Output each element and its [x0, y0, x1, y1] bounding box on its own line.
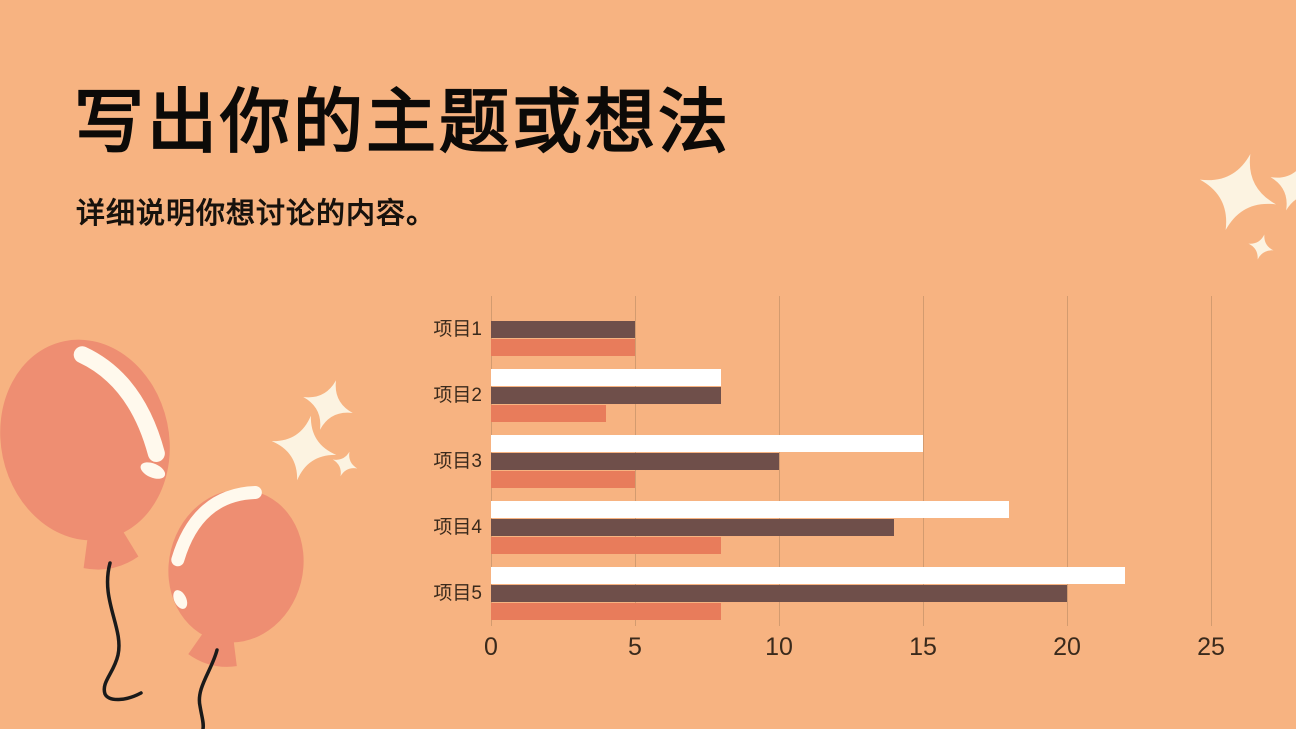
bar	[491, 338, 635, 356]
x-tick-label: 5	[628, 633, 642, 661]
x-tick-label: 15	[909, 633, 937, 661]
bar	[491, 368, 722, 386]
gridline	[779, 296, 780, 626]
slide-title: 写出你的主题或想法	[74, 83, 731, 161]
bar	[491, 404, 607, 422]
gridline	[1067, 296, 1068, 626]
bar	[491, 566, 1125, 584]
category-label: 项目5	[433, 583, 482, 605]
category-label: 项目1	[433, 319, 482, 341]
bar	[491, 602, 722, 620]
chart-x-axis: 0 5 10 15 20 25	[484, 633, 1225, 663]
bar	[491, 386, 722, 404]
category-label: 项目3	[433, 451, 482, 473]
x-tick-label: 10	[765, 633, 793, 661]
category-label: 项目2	[433, 385, 482, 407]
slide-subtitle: 详细说明你想讨论的内容。	[76, 198, 437, 230]
x-tick-label: 25	[1197, 633, 1225, 661]
category-label: 项目4	[433, 517, 482, 539]
gridline	[1211, 296, 1212, 626]
bar	[491, 500, 1010, 518]
x-tick-label: 20	[1053, 633, 1081, 661]
bar	[491, 536, 722, 554]
chart-plot-area	[491, 296, 1212, 626]
bar	[491, 434, 923, 452]
bar	[491, 452, 779, 470]
bar	[491, 470, 635, 488]
bar	[491, 320, 635, 338]
gridline	[923, 296, 924, 626]
bar	[491, 584, 1067, 602]
chart-category-axis: 项目1 项目2 项目3 项目4 项目5	[366, 296, 484, 626]
x-tick-label: 0	[484, 633, 498, 661]
bar	[491, 518, 895, 536]
